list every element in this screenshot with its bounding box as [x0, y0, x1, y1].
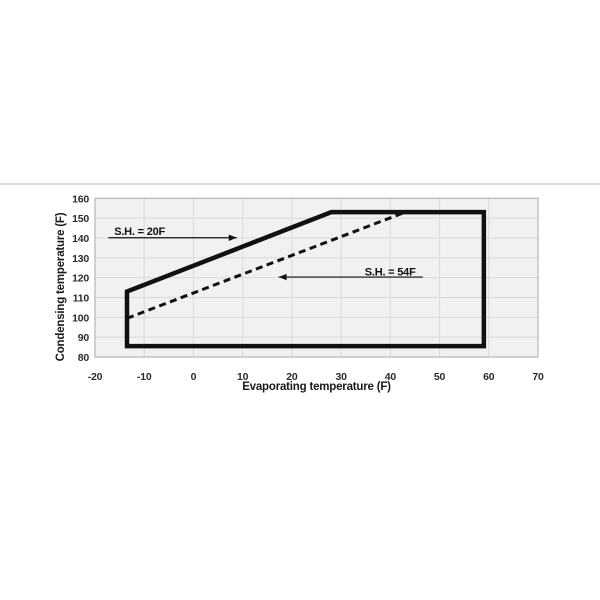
x-tick-label: 0	[191, 371, 197, 383]
x-tick-label: -20	[88, 371, 103, 383]
y-tick-label: 130	[72, 253, 89, 265]
y-tick-label: 80	[78, 352, 90, 364]
annotation-label: S.H. = 54F	[365, 266, 416, 278]
envelope-outline	[124, 209, 487, 349]
x-tick-label: -10	[137, 371, 152, 383]
x-axis-title: Evaporating temperature (F)	[242, 381, 391, 393]
y-tick-label: 160	[72, 193, 89, 205]
x-tick-label: 60	[483, 371, 495, 383]
page-divider	[0, 183, 600, 185]
annotation-arrowhead	[278, 273, 287, 281]
x-tick-label: 50	[434, 371, 446, 383]
annotation-label: S.H. = 20F	[114, 226, 165, 238]
x-tick-label: 10	[237, 371, 249, 383]
x-tick-label: 70	[532, 371, 544, 383]
y-axis-title: Condensing temperature (F)	[55, 212, 67, 362]
y-tick-label: 150	[72, 213, 89, 225]
y-tick-label: 90	[78, 332, 90, 344]
x-tick-label: 40	[385, 371, 397, 383]
y-tick-label: 120	[72, 273, 89, 285]
dashed-boundary-line	[126, 210, 406, 320]
y-tick-label: 100	[72, 312, 89, 324]
x-tick-label: 20	[286, 371, 298, 383]
x-tick-label: 30	[335, 371, 347, 383]
y-tick-label: 110	[73, 292, 90, 304]
y-tick-label: 140	[72, 233, 89, 245]
plot-border	[94, 197, 539, 358]
annotation-arrowhead	[228, 234, 237, 241]
